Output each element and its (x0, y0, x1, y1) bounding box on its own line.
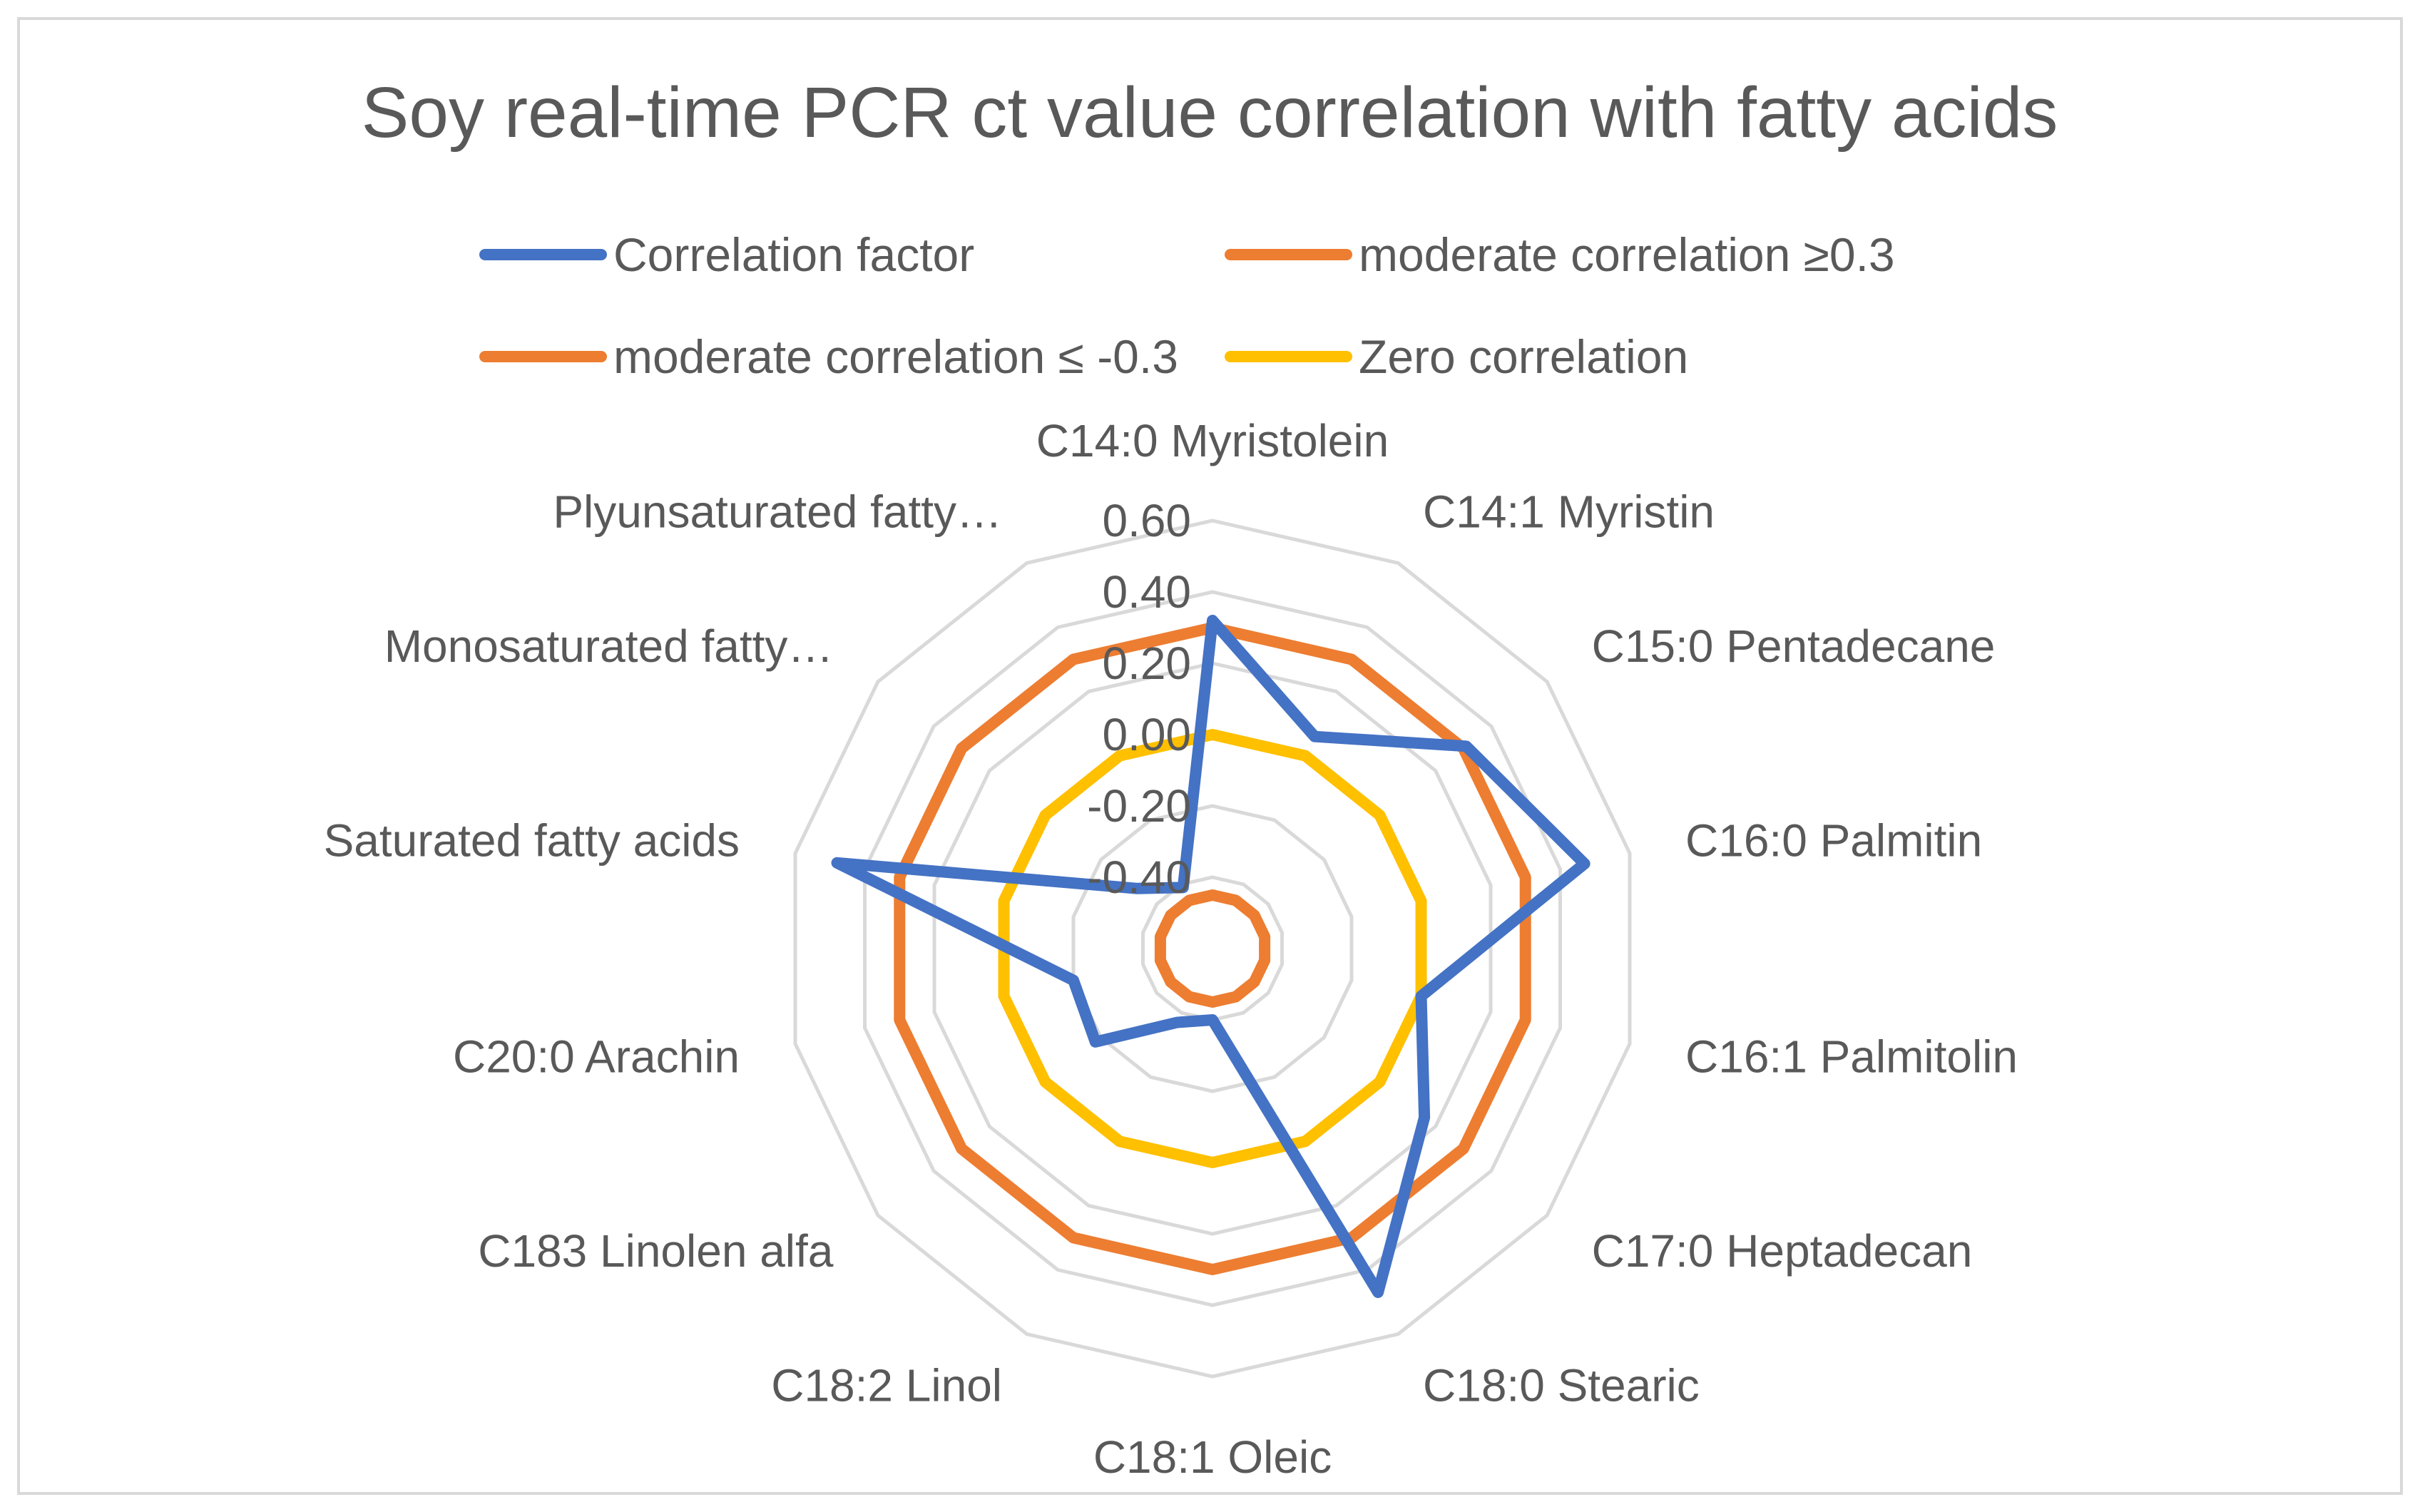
category-label: C16:0 Palmitin (1685, 815, 1982, 867)
legend-label: moderate correlation ≥0.3 (1359, 228, 1895, 281)
tick-label: 0.40 (1102, 566, 1191, 618)
grid-ring (863, 590, 1562, 1307)
chart-frame (17, 17, 2403, 1495)
category-label: C14:0 Myristolein (1036, 415, 1389, 466)
category-label: C20:0 Arachin (453, 1031, 740, 1082)
tick-label: 0.00 (1102, 709, 1191, 760)
category-label: C16:1 Palmitolin (1685, 1031, 2018, 1082)
category-label: C18:2 Linol (771, 1360, 1002, 1411)
legend-item-zero-correlation: Zero correlation (1225, 330, 1688, 383)
grid-ring (1071, 804, 1354, 1093)
tick-label: -0.20 (1087, 780, 1191, 832)
legend-label: Correlation factor (613, 228, 974, 281)
category-label: Monosaturated fatty… (384, 620, 834, 672)
tick-label: 0.60 (1102, 495, 1191, 546)
radar-series (831, 615, 1591, 1298)
series-moderate-correlation-negative (1154, 889, 1271, 1008)
grid-ring (793, 519, 1632, 1379)
category-label: Saturated fatty acids (324, 815, 740, 867)
category-labels: C14:0 Myristolein C14:1 Myristin C15:0 Pen… (324, 415, 2018, 1483)
legend-item-moderate-correlation-positive: moderate correlation ≥0.3 (1225, 228, 1895, 281)
legend-label: moderate correlation ≤ -0.3 (613, 330, 1178, 383)
category-label: C183 Linolen alfa (478, 1225, 834, 1277)
category-label: C17:0 Heptadecan (1592, 1225, 1973, 1277)
radial-axis-ticks: -0.40 -0.20 0.00 0.20 0.40 0.60 (1087, 495, 1191, 903)
legend: Correlation factor moderate correlation … (479, 228, 1895, 383)
legend-item-correlation-factor: Correlation factor (479, 228, 974, 281)
category-label: C18:1 Oleic (1093, 1431, 1332, 1483)
series-correlation-factor (831, 615, 1591, 1298)
series-moderate-correlation-positive (894, 622, 1531, 1275)
grid-ring (932, 661, 1493, 1236)
category-label: C18:0 Stearic (1423, 1360, 1700, 1411)
category-label: C15:0 Pentadecane (1592, 620, 1996, 672)
tick-label: -0.40 (1087, 852, 1191, 903)
category-label: C14:1 Myristin (1423, 486, 1715, 537)
category-label: Plyunsaturated fatty… (553, 486, 1002, 537)
legend-item-moderate-correlation-negative: moderate correlation ≤ -0.3 (479, 330, 1178, 383)
legend-label: Zero correlation (1359, 330, 1688, 383)
series-zero-correlation (998, 729, 1427, 1168)
chart-title: Soy real-time PCR ct value correlation w… (362, 73, 2058, 153)
tick-label: 0.20 (1102, 638, 1191, 689)
